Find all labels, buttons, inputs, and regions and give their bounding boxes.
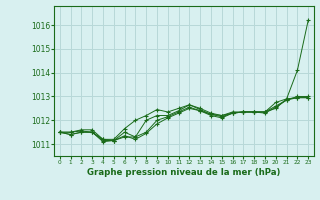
X-axis label: Graphe pression niveau de la mer (hPa): Graphe pression niveau de la mer (hPa) [87,168,281,177]
